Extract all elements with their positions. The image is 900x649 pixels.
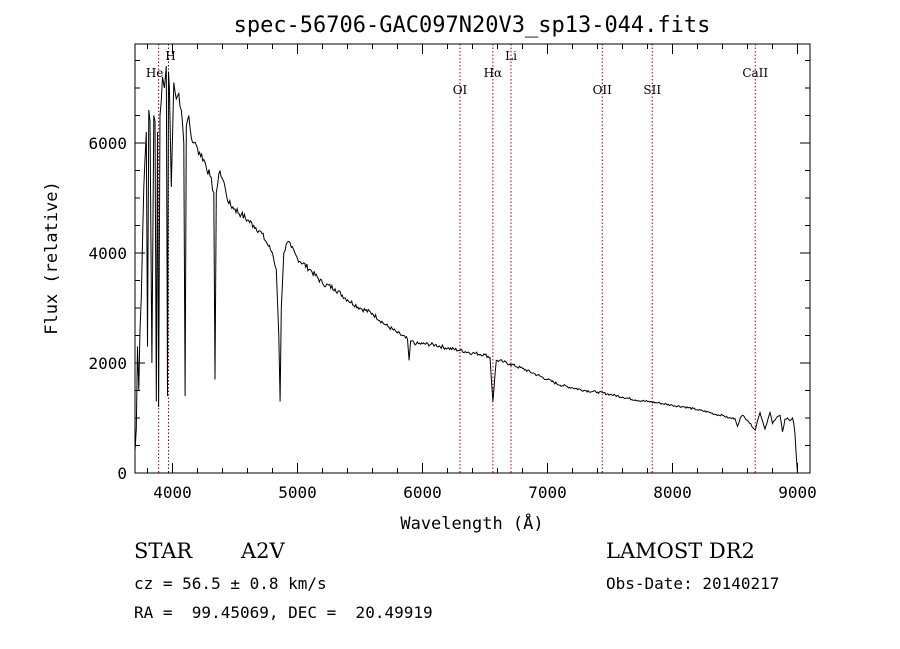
- redshift-cz: cz = 56.5 ± 0.8 km/s: [134, 574, 327, 593]
- x-tick-label: 7000: [528, 483, 567, 502]
- spectrum-line: [134, 65, 798, 474]
- y-tick-label: 0: [117, 464, 127, 483]
- ra-dec: RA = 99.45069, DEC = 20.49919: [134, 603, 433, 622]
- marker-label-Hα: Hα: [484, 66, 503, 80]
- obs-date: Obs-Date: 20140217: [606, 574, 780, 593]
- x-tick-label: 5000: [278, 483, 317, 502]
- marker-label-OI: OI: [453, 83, 468, 97]
- x-tick-label: 9000: [778, 483, 817, 502]
- y-tick-label: 4000: [88, 244, 127, 263]
- y-tick-label: 2000: [88, 354, 127, 373]
- y-axis-label: Flux (relative): [42, 181, 62, 335]
- spectrum-series: [134, 65, 798, 474]
- object-subclass: A2V: [241, 539, 285, 563]
- x-tick-label: 4000: [153, 483, 192, 502]
- marker-label-CaII: CaII: [742, 66, 768, 80]
- survey-name: LAMOST DR2: [606, 539, 755, 563]
- y-tick-label: 6000: [88, 134, 127, 153]
- marker-label-OII: OII: [593, 83, 613, 97]
- y-axis-ticks: 0 2000 4000 6000: [88, 60, 810, 483]
- plot-frame: [134, 43, 811, 474]
- marker-label-H: H: [165, 49, 175, 63]
- marker-label-Li: Li: [505, 49, 517, 63]
- x-tick-label: 6000: [403, 483, 442, 502]
- x-axis-ticks: 4000 5000 6000 7000 8000 9000: [147, 44, 817, 502]
- x-tick-label: 8000: [653, 483, 692, 502]
- object-type: STAR: [134, 539, 193, 563]
- chart-title: spec-56706-GAC097N20V3_sp13-044.fits: [234, 13, 711, 38]
- marker-label-SII: SII: [643, 83, 661, 97]
- marker-label-He: He: [146, 66, 164, 80]
- x-axis-label: Wavelength (Å): [400, 512, 543, 534]
